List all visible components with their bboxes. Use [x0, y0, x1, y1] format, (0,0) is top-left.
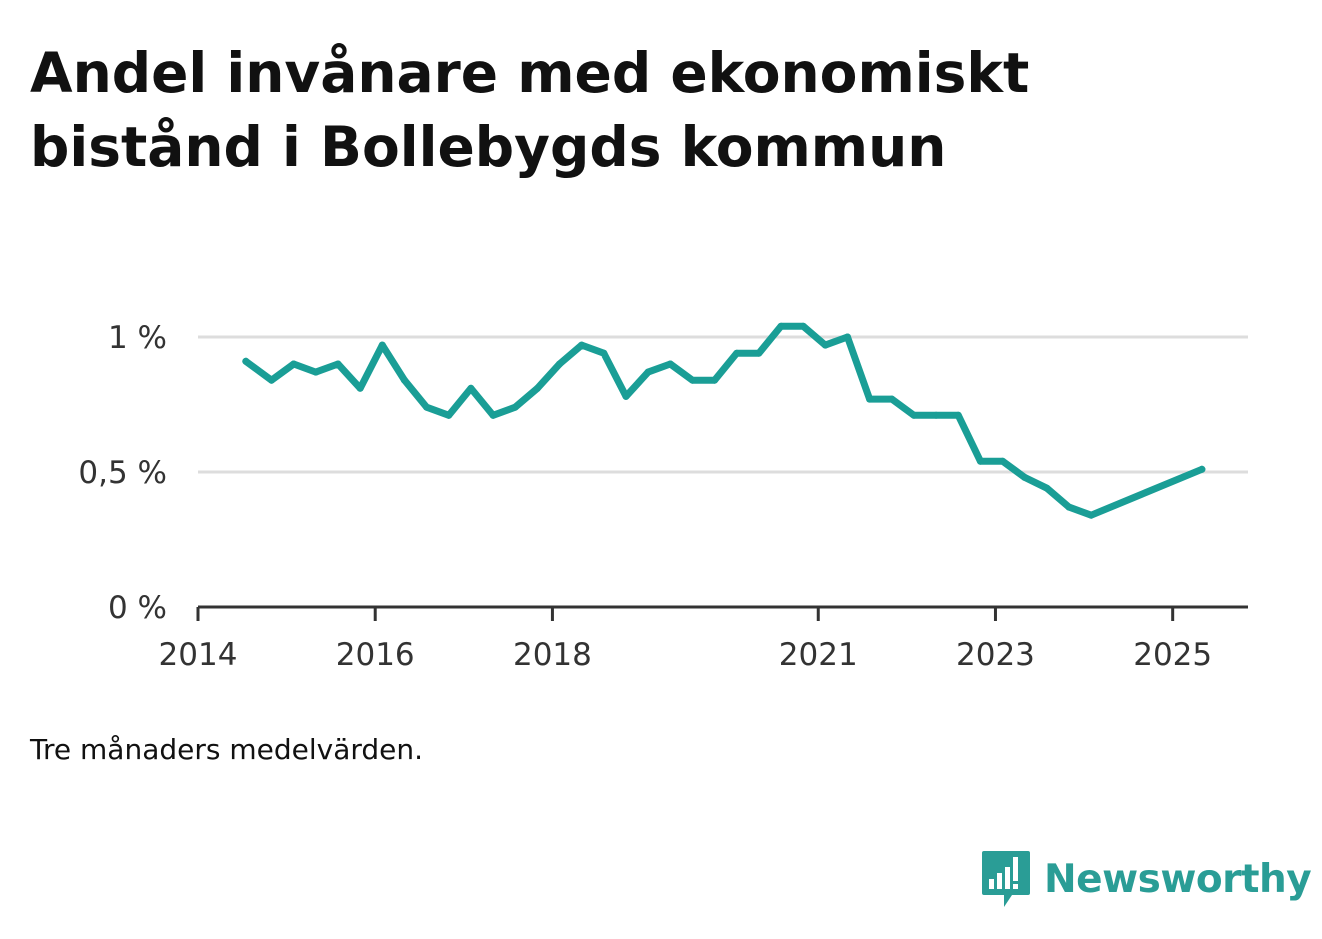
data-point [242, 357, 250, 365]
data-point [954, 411, 962, 419]
data-series [242, 322, 1206, 519]
data-point [268, 376, 276, 384]
data-point [600, 349, 608, 357]
data-point [733, 349, 741, 357]
x-tick-label: 2016 [336, 637, 415, 673]
x-tick-label: 2021 [779, 637, 858, 673]
x-tick-label: 2025 [1133, 637, 1212, 673]
data-point [711, 376, 719, 384]
series-line [242, 322, 1206, 519]
data-point [556, 360, 564, 368]
data-point [578, 341, 586, 349]
brand-name: Newsworthy [1044, 856, 1312, 902]
data-point [445, 411, 453, 419]
data-point [467, 384, 475, 392]
x-tick-label: 2014 [159, 637, 238, 673]
x-tick-label: 2018 [513, 637, 592, 673]
data-point [1065, 503, 1073, 511]
data-point [290, 360, 298, 368]
data-point [888, 395, 896, 403]
data-point [799, 322, 807, 330]
data-point [843, 333, 851, 341]
x-axis: 2014 2016 2018 2021 2023 2025 [159, 605, 1248, 673]
data-point [999, 457, 1007, 465]
data-point [666, 360, 674, 368]
data-point [511, 403, 519, 411]
data-point [1087, 511, 1095, 519]
data-point [976, 457, 984, 465]
y-tick-label: 0,5 % [78, 455, 167, 491]
data-point [866, 395, 874, 403]
data-point [644, 368, 652, 376]
data-point [932, 411, 940, 419]
data-point [489, 411, 497, 419]
chart-note: Tre månaders medelvärden. [30, 733, 424, 766]
data-point [378, 341, 386, 349]
data-point [1043, 484, 1051, 492]
data-point [1198, 465, 1206, 473]
y-tick-label: 0 % [108, 590, 167, 626]
y-tick-label: 1 % [108, 320, 167, 356]
data-point [755, 349, 763, 357]
y-axis-tick-labels: 0 % 0,5 % 1 % [78, 320, 167, 626]
data-point [400, 376, 408, 384]
newsworthy-logo: Newsworthy [980, 848, 1312, 910]
data-point [312, 368, 320, 376]
data-point [334, 360, 342, 368]
data-point [1021, 473, 1029, 481]
chart-title: Andel invånare med ekonomiskt bistånd i … [30, 41, 1030, 179]
data-point [533, 384, 541, 392]
data-point [688, 376, 696, 384]
bar-chart-speech-bubble-icon [982, 851, 1030, 907]
gridlines [198, 335, 1248, 474]
data-point [423, 403, 431, 411]
data-point [356, 384, 364, 392]
data-point [777, 322, 785, 330]
data-point [910, 411, 918, 419]
data-point [622, 392, 630, 400]
x-tick-label: 2023 [956, 637, 1035, 673]
data-point [821, 341, 829, 349]
